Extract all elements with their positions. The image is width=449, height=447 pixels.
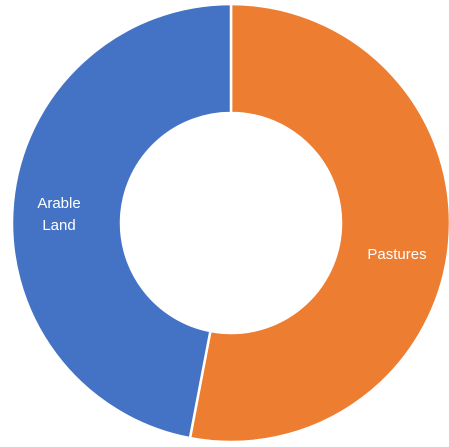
- slice-label-pastures: Pastures: [367, 246, 426, 263]
- slices-layer: [10, 2, 449, 444]
- labels-layer: Pastures Arable Land: [37, 195, 426, 263]
- slice-label-arable-land: Arable Land: [37, 195, 80, 234]
- slice-arable-land: [10, 2, 233, 440]
- slice-label-line: Pastures: [367, 246, 426, 263]
- slice-label-line: Land: [42, 217, 75, 234]
- slice-label-line: Arable: [37, 195, 80, 212]
- slice-pastures: [188, 2, 449, 444]
